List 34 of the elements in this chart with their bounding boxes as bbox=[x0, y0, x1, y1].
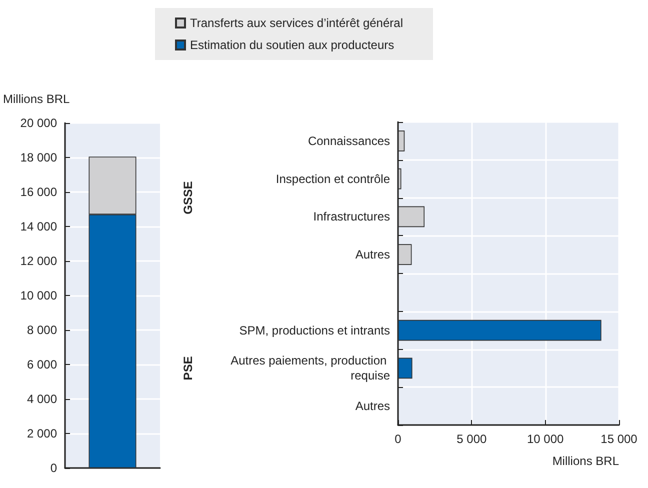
bar bbox=[398, 358, 412, 379]
y-tick-label: 18 000 bbox=[20, 150, 58, 164]
y-tick-label: Connaissances bbox=[308, 134, 390, 148]
y-tick-label: 14 000 bbox=[20, 220, 58, 234]
x-tick-label: 5 000 bbox=[456, 432, 488, 446]
y-tick-label: Inspection et contrôle bbox=[276, 172, 390, 186]
text: PSE bbox=[181, 356, 195, 380]
x-tick-label: 0 bbox=[394, 432, 402, 446]
y-tick-label: 8 000 bbox=[26, 323, 58, 337]
legend-label: Transferts aux services d’intérêt général bbox=[190, 16, 403, 30]
x-tick-label: 10 000 bbox=[526, 432, 564, 446]
y-tick-label: 10 000 bbox=[20, 288, 58, 302]
y-tick-label: 20 000 bbox=[20, 116, 58, 130]
bar bbox=[398, 320, 602, 341]
y-tick-label: 6 000 bbox=[26, 358, 58, 372]
y-tick-label: 4 000 bbox=[26, 392, 58, 406]
bar bbox=[398, 130, 405, 152]
x-tick-label: 15 000 bbox=[600, 432, 638, 446]
y-tick-label: Autres bbox=[355, 248, 390, 262]
y-axis-title: Millions BRL bbox=[3, 92, 70, 106]
legend-label: Estimation du soutien aux producteurs bbox=[190, 38, 394, 52]
y-tick-label: Infrastructures bbox=[313, 210, 390, 224]
bar bbox=[398, 206, 425, 228]
text: GSSE bbox=[181, 181, 195, 214]
y-tick-label: Autres paiements, production requise bbox=[230, 354, 390, 383]
x-axis-title: Millions BRL bbox=[552, 454, 620, 468]
bar bbox=[398, 168, 402, 190]
y-tick-label: 16 000 bbox=[20, 185, 58, 199]
y-tick-label: 2 000 bbox=[26, 426, 58, 440]
y-tick-label: SPM, productions et intrants bbox=[239, 323, 390, 338]
y-tick-label: Autres bbox=[355, 399, 390, 414]
bar bbox=[398, 244, 412, 265]
y-tick-label: 12 000 bbox=[20, 254, 58, 268]
y-tick-label: 0 bbox=[50, 461, 58, 475]
